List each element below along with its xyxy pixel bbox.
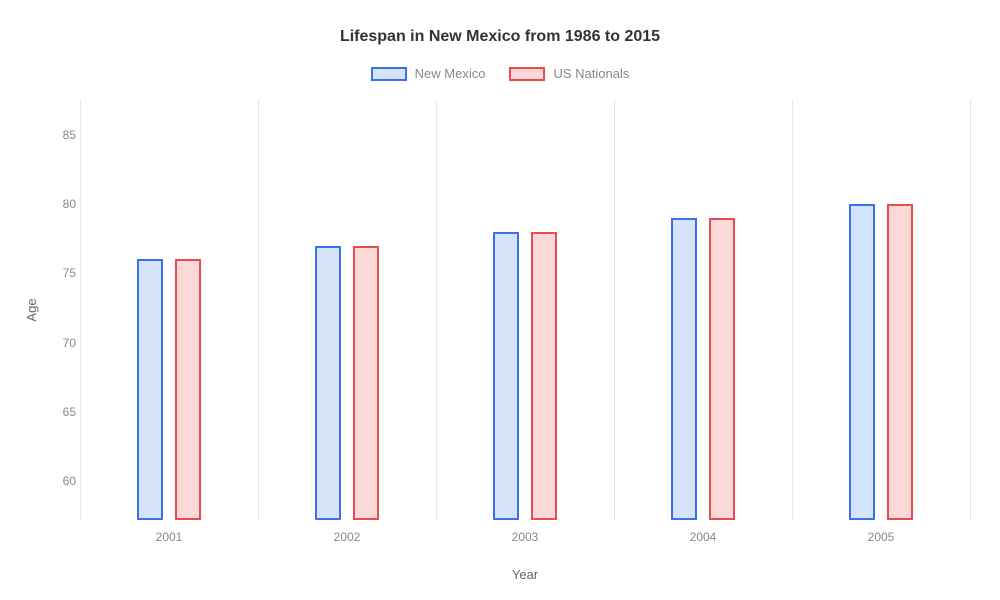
gridline-v [258, 100, 259, 520]
x-axis-label: Year [80, 567, 970, 582]
gridline-v [792, 100, 793, 520]
x-tick-label: 2003 [512, 530, 539, 544]
gridline-v [436, 100, 437, 520]
lifespan-chart: Lifespan in New Mexico from 1986 to 2015… [0, 0, 1000, 600]
bar [849, 204, 875, 520]
x-tick-label: 2001 [156, 530, 183, 544]
gridline-v [80, 100, 81, 520]
legend-label: New Mexico [415, 66, 486, 81]
bar [175, 259, 201, 520]
bar [531, 232, 557, 520]
bar [137, 259, 163, 520]
plot-area: 60657075808520012002200320042005 [80, 100, 970, 520]
bar [671, 218, 697, 520]
bar [493, 232, 519, 520]
y-tick-label: 60 [46, 474, 76, 488]
y-tick-label: 75 [46, 266, 76, 280]
y-tick-label: 85 [46, 128, 76, 142]
gridline-v [614, 100, 615, 520]
x-tick-label: 2002 [334, 530, 361, 544]
legend-swatch [371, 67, 407, 81]
legend-swatch [509, 67, 545, 81]
bar [709, 218, 735, 520]
legend-item: US Nationals [509, 66, 629, 81]
y-tick-label: 70 [46, 336, 76, 350]
bar [315, 246, 341, 520]
x-tick-label: 2004 [690, 530, 717, 544]
y-tick-label: 80 [46, 197, 76, 211]
legend-item: New Mexico [371, 66, 486, 81]
legend-label: US Nationals [553, 66, 629, 81]
bar [887, 204, 913, 520]
y-tick-label: 65 [46, 405, 76, 419]
chart-legend: New Mexico US Nationals [0, 66, 1000, 81]
bar [353, 246, 379, 520]
x-tick-label: 2005 [868, 530, 895, 544]
chart-title: Lifespan in New Mexico from 1986 to 2015 [0, 28, 1000, 46]
gridline-v [970, 100, 971, 520]
